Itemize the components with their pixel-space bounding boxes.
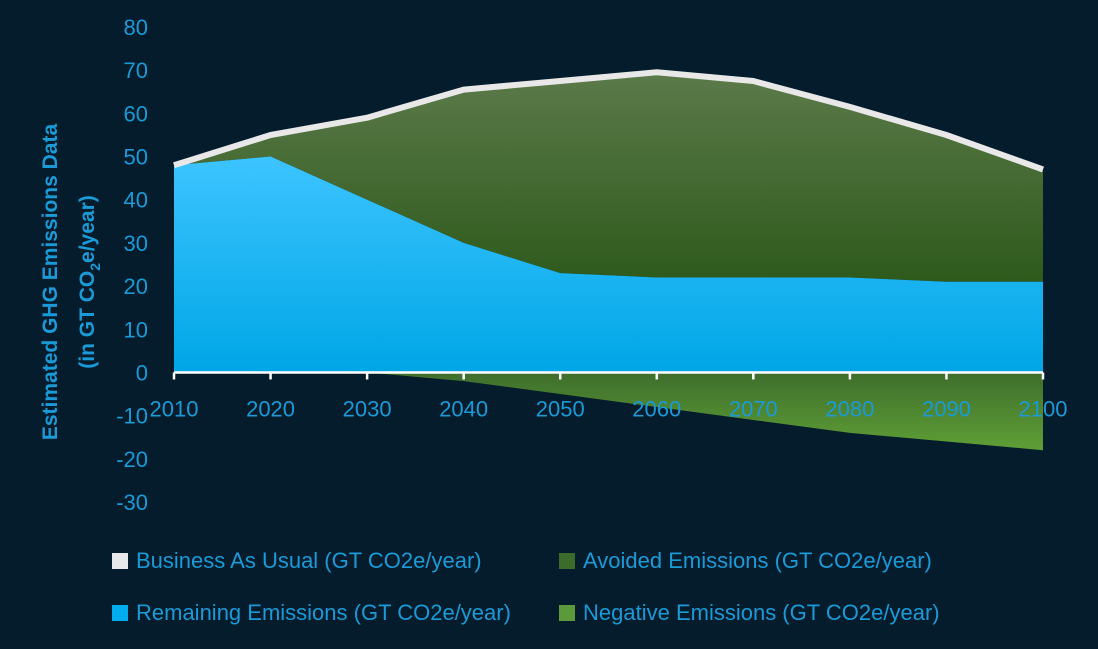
y-tick-label: 0: [136, 360, 148, 385]
y-axis-title-prefix: (in GT CO: [76, 271, 99, 369]
legend-label-business-as-usual: Business As Usual (GT CO2e/year): [136, 548, 482, 573]
y-tick-labels: 80 70 60 50 40 30 20 10 0 -10 -20 -30: [116, 15, 148, 515]
y-axis-title-subscript: 2: [87, 263, 103, 271]
legend-item-avoided-emissions: Avoided Emissions (GT CO2e/year): [559, 548, 932, 574]
legend: Business As Usual (GT CO2e/year) Avoided…: [112, 542, 1012, 642]
axis-layer: [172, 371, 1045, 380]
area-avoided-emissions: [174, 72, 1043, 282]
y-tick-label: 10: [124, 317, 148, 342]
line-business-as-usual: [173, 69, 1045, 173]
legend-swatch-remaining-emissions: [112, 605, 128, 621]
y-axis-title-suffix: e/year): [76, 195, 99, 263]
legend-swatch-avoided-emissions: [559, 553, 575, 569]
x-tick-label: 2070: [729, 396, 778, 421]
y-tick-label: 50: [124, 145, 148, 170]
y-axis-title-line2: (in GT CO2e/year): [76, 195, 103, 369]
y-tick-label: 40: [124, 188, 148, 213]
y-tick-label: -20: [116, 447, 148, 472]
areas-layer: [173, 69, 1045, 451]
legend-swatch-negative-emissions: [559, 605, 575, 621]
x-tick-label: 2080: [825, 396, 874, 421]
x-tick-label: 2010: [150, 396, 199, 421]
legend-label-avoided-emissions: Avoided Emissions (GT CO2e/year): [583, 548, 932, 573]
legend-swatch-business-as-usual: [112, 553, 128, 569]
legend-item-business-as-usual: Business As Usual (GT CO2e/year): [112, 548, 482, 574]
x-tick-label: 2020: [246, 396, 295, 421]
x-tick-label: 2030: [343, 396, 392, 421]
x-tick-label: 2040: [439, 396, 488, 421]
x-tick-labels: 2010 2020 2030 2040 2050 2060 2070 2080 2090 2100: [150, 396, 1068, 421]
y-tick-label: 30: [124, 231, 148, 256]
x-tick-label: 2100: [1019, 396, 1068, 421]
y-tick-label: 20: [124, 274, 148, 299]
legend-item-remaining-emissions: Remaining Emissions (GT CO2e/year): [112, 600, 511, 626]
x-tick-label: 2060: [632, 396, 681, 421]
legend-item-negative-emissions: Negative Emissions (GT CO2e/year): [559, 600, 940, 626]
legend-label-negative-emissions: Negative Emissions (GT CO2e/year): [583, 600, 940, 625]
area-remaining-emissions: [174, 156, 1043, 373]
y-tick-label: -30: [116, 490, 148, 515]
y-axis-title-line1: Estimated GHG Emissions Data: [39, 124, 62, 441]
y-tick-label: 60: [124, 101, 148, 126]
x-tick-label: 2050: [536, 396, 585, 421]
legend-label-remaining-emissions: Remaining Emissions (GT CO2e/year): [136, 600, 511, 625]
y-tick-label: 70: [124, 58, 148, 83]
area-negative-emissions: [174, 372, 1043, 451]
y-tick-label: 80: [124, 15, 148, 40]
y-tick-label: -10: [116, 404, 148, 429]
x-tick-label: 2090: [922, 396, 971, 421]
